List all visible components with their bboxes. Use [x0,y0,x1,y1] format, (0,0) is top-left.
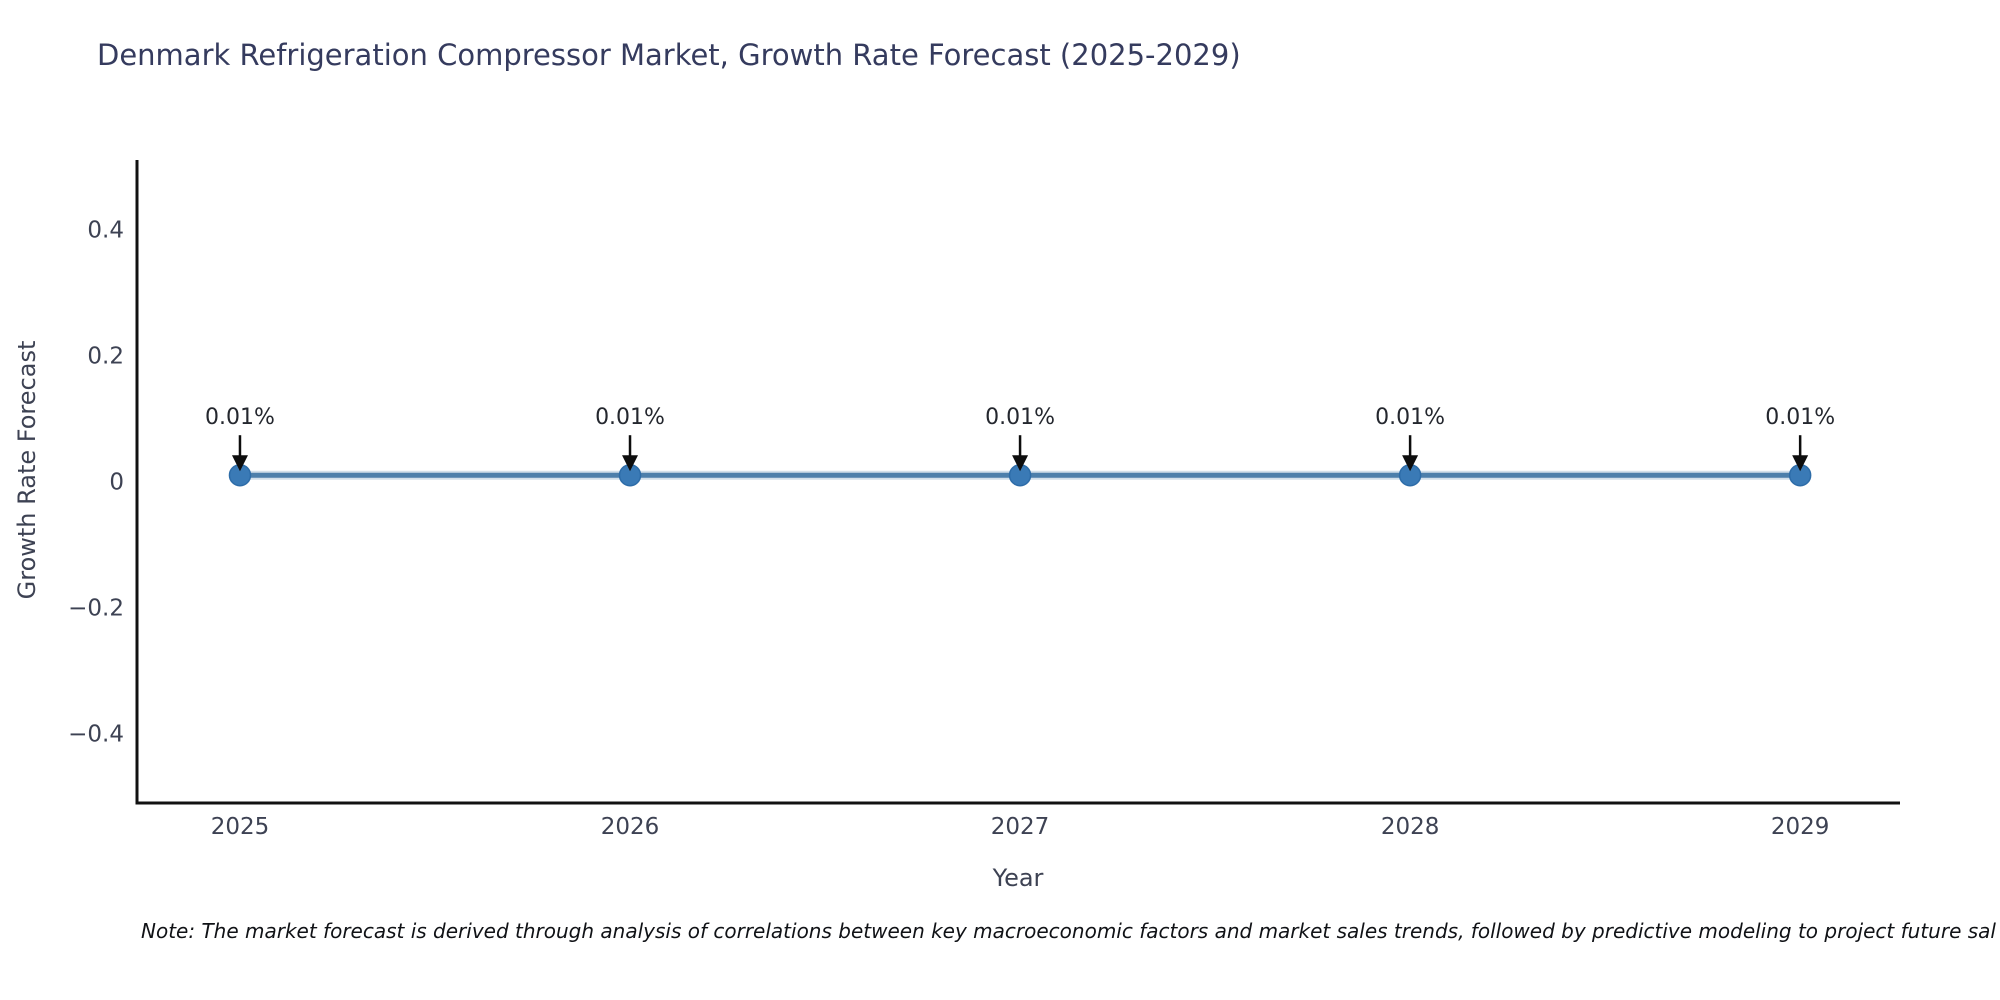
axis-spines [135,160,1900,805]
annotation-label: 0.01% [1765,405,1835,430]
annotation-arrow-head [231,455,248,472]
x-tick-label: 2025 [211,814,270,840]
y-axis-label: Growth Rate Forecast [13,340,41,600]
x-tick-label: 2028 [1381,814,1440,840]
x-tick-label: 2027 [991,814,1050,840]
x-tick-label: 2026 [601,814,660,840]
annotation-label: 0.01% [205,405,275,430]
annotation-label: 0.01% [595,405,665,430]
annotation-arrow-head [1402,455,1419,472]
x-axis-label: Year [992,864,1044,892]
chart-title: Denmark Refrigeration Compressor Market,… [97,38,1241,72]
y-tick-label: 0.4 [87,217,124,243]
annotation-arrow-head [1012,455,1029,472]
annotation-label: 0.01% [1375,405,1445,430]
y-tick-label: −0.2 [68,596,124,622]
x-tick-label: 2029 [1771,814,1830,840]
y-tick-label: 0.2 [87,343,124,369]
footnote: Note: The market forecast is derived thr… [141,919,1996,943]
y-tick-label: −0.4 [68,722,124,748]
annotation-arrow-head [1792,455,1809,472]
annotation-arrow-head [622,455,639,472]
y-tick-label: 0 [109,470,124,496]
annotation-label: 0.01% [985,405,1055,430]
